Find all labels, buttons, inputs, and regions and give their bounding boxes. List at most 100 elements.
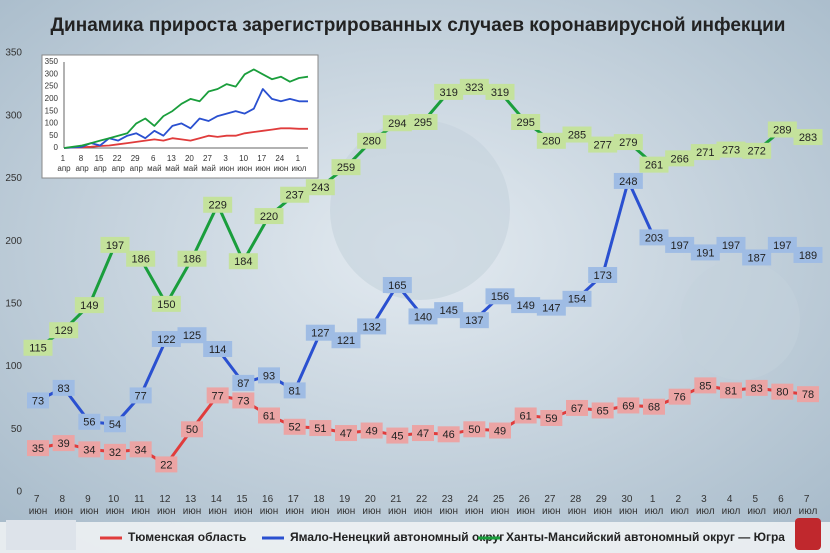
x-tick-label: 5 июл bbox=[747, 494, 766, 517]
y-tick-label: 250 bbox=[45, 82, 59, 91]
data-label-box bbox=[668, 388, 691, 405]
data-label: 83 bbox=[58, 383, 70, 395]
data-label: 81 bbox=[289, 385, 301, 397]
data-label: 73 bbox=[237, 395, 249, 407]
virus-decoration bbox=[680, 260, 800, 380]
data-label: 132 bbox=[362, 321, 380, 333]
data-label-box bbox=[767, 236, 797, 253]
data-label: 61 bbox=[520, 410, 532, 422]
data-label-box bbox=[331, 159, 361, 176]
y-tick-label: 300 bbox=[5, 110, 22, 121]
data-label-box bbox=[485, 288, 515, 305]
data-label: 283 bbox=[799, 132, 817, 144]
y-tick-label: 50 bbox=[49, 131, 58, 140]
x-tick-label: 24 июн bbox=[273, 154, 288, 173]
x-tick-label: 22 июн bbox=[414, 494, 433, 517]
x-tick-label: 4 июл bbox=[722, 494, 741, 517]
data-label: 295 bbox=[414, 117, 432, 129]
data-label-box bbox=[52, 435, 75, 452]
data-label: 189 bbox=[799, 250, 817, 262]
data-label: 52 bbox=[289, 422, 301, 434]
y-tick-label: 350 bbox=[45, 57, 59, 66]
data-label-box bbox=[511, 113, 541, 130]
data-label: 191 bbox=[696, 247, 714, 259]
x-tick-label: 20 май bbox=[183, 154, 197, 173]
x-tick-label: 17 июн bbox=[285, 494, 304, 517]
x-tick-label: 29 июн bbox=[593, 494, 612, 517]
data-label-box bbox=[767, 121, 797, 138]
data-label: 140 bbox=[414, 311, 432, 323]
data-label: 68 bbox=[648, 402, 660, 414]
data-label-box bbox=[254, 208, 284, 225]
data-label: 203 bbox=[645, 232, 663, 244]
x-tick-label: 17 июн bbox=[255, 154, 270, 173]
data-label: 73 bbox=[32, 395, 44, 407]
data-label-box bbox=[566, 399, 588, 416]
series-line bbox=[63, 68, 309, 149]
data-label-box bbox=[665, 150, 695, 167]
y-tick-label: 0 bbox=[54, 143, 59, 152]
x-tick-label: 11 июн bbox=[131, 494, 150, 517]
data-label-box bbox=[408, 113, 438, 130]
data-label: 93 bbox=[263, 370, 275, 382]
data-label-box bbox=[258, 367, 280, 384]
data-label-box bbox=[283, 382, 306, 399]
data-label: 47 bbox=[340, 428, 352, 440]
data-label-box bbox=[280, 186, 310, 203]
data-label-box bbox=[511, 297, 541, 314]
x-tick-label: 7 июн bbox=[29, 494, 48, 517]
data-label: 187 bbox=[747, 252, 765, 264]
data-label: 61 bbox=[263, 410, 275, 422]
data-label: 165 bbox=[388, 280, 406, 292]
data-label: 35 bbox=[32, 443, 44, 455]
data-label-box bbox=[104, 443, 126, 460]
x-tick-label: 30 июн bbox=[619, 494, 638, 517]
x-tick-label: 28 июн bbox=[568, 494, 587, 517]
series-line bbox=[63, 88, 308, 149]
y-tick-label: 200 bbox=[45, 94, 59, 103]
data-label: 122 bbox=[157, 334, 175, 346]
data-label-box bbox=[665, 236, 695, 253]
data-label-box bbox=[151, 295, 181, 312]
data-label: 34 bbox=[83, 444, 95, 456]
data-label: 156 bbox=[491, 291, 509, 303]
virus-decoration bbox=[330, 120, 510, 300]
data-label-box bbox=[360, 422, 383, 439]
data-label: 277 bbox=[593, 139, 611, 151]
data-label: 285 bbox=[568, 129, 586, 141]
data-label: 137 bbox=[465, 315, 483, 327]
data-label-box bbox=[536, 299, 566, 316]
data-label-box bbox=[357, 132, 387, 149]
data-label-box bbox=[177, 250, 207, 267]
data-label-box bbox=[591, 402, 614, 419]
data-label: 51 bbox=[314, 423, 326, 435]
data-label-box bbox=[27, 392, 49, 409]
data-label: 127 bbox=[311, 328, 329, 340]
data-label: 76 bbox=[674, 392, 686, 404]
data-label-box bbox=[382, 277, 412, 294]
data-label-box bbox=[228, 253, 258, 270]
data-label: 154 bbox=[568, 294, 586, 306]
data-label-box bbox=[74, 297, 104, 314]
data-label: 65 bbox=[597, 405, 609, 417]
x-tick-label: 29 апр bbox=[130, 154, 144, 173]
data-label: 184 bbox=[234, 256, 252, 268]
data-label-box bbox=[49, 322, 79, 339]
y-tick-label: 150 bbox=[5, 298, 22, 309]
data-label-box bbox=[720, 382, 742, 399]
x-tick-label: 22 апр bbox=[112, 154, 126, 173]
data-label: 49 bbox=[494, 425, 506, 437]
data-label: 46 bbox=[443, 429, 455, 441]
data-label: 56 bbox=[83, 417, 95, 429]
data-label: 149 bbox=[80, 300, 98, 312]
data-label: 45 bbox=[391, 430, 403, 442]
y-tick-label: 300 bbox=[45, 69, 59, 78]
data-label-box bbox=[155, 456, 178, 473]
data-label: 39 bbox=[58, 438, 70, 450]
data-label-box bbox=[335, 425, 357, 442]
data-label: 289 bbox=[773, 124, 791, 136]
legend-label: Ханты-Мансийский автономный округ — Югра bbox=[506, 530, 785, 544]
data-label: 280 bbox=[542, 136, 560, 148]
data-label: 114 bbox=[209, 344, 227, 356]
data-label-box bbox=[258, 407, 280, 424]
